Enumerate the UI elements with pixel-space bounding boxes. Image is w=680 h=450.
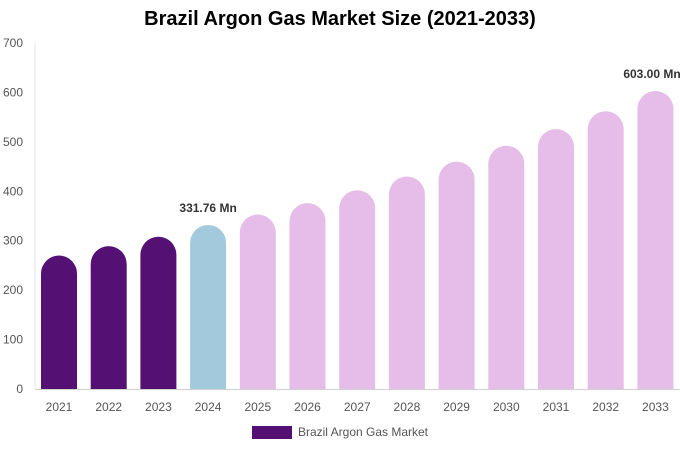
x-axis: 2021 2022 2023 2024 2025 2026 2027 2028 2029 2030… <box>35 389 680 414</box>
legend-swatch <box>251 425 292 439</box>
y-tick-label: 400 <box>3 184 23 198</box>
chart-title: Brazil Argon Gas Market Size (2021-2033) <box>144 8 536 30</box>
bar-2032[interactable] <box>587 111 624 389</box>
x-tick-label: 2031 <box>543 400 570 414</box>
bar-2031[interactable] <box>538 129 574 389</box>
y-tick-label: 300 <box>3 234 23 248</box>
y-tick-label: 100 <box>3 333 23 347</box>
x-tick-label: 2022 <box>95 400 122 414</box>
y-tick-label: 500 <box>3 135 23 149</box>
bar-2023[interactable] <box>140 236 177 389</box>
y-tick-label: 600 <box>3 85 23 99</box>
y-tick-label: 0 <box>16 382 23 396</box>
x-tick-label: 2026 <box>294 400 321 414</box>
x-tick-label: 2021 <box>46 400 73 414</box>
x-tick-label: 2028 <box>394 400 421 414</box>
x-tick-label: 2023 <box>145 400 172 414</box>
legend-label: Brazil Argon Gas Market <box>297 425 429 439</box>
bars <box>41 90 674 390</box>
data-label: 603.00 Mn <box>623 67 680 81</box>
legend[interactable]: Brazil Argon Gas Market <box>0 425 680 439</box>
y-tick-label: 700 <box>3 36 23 50</box>
x-tick-label: 2032 <box>592 400 619 414</box>
x-tick-label: 2030 <box>493 400 520 414</box>
x-tick-label: 2029 <box>443 400 470 414</box>
x-tick-label: 2027 <box>344 400 371 414</box>
data-labels: 331.76 Mn 603.00 Mn <box>179 67 680 215</box>
bar-2027[interactable] <box>339 190 376 389</box>
bar-2029[interactable] <box>438 161 475 389</box>
bar-2021[interactable] <box>41 255 77 389</box>
x-tick-label: 2033 <box>642 400 669 414</box>
bar-2033[interactable] <box>637 90 674 390</box>
bar-2026[interactable] <box>289 203 326 389</box>
y-axis: 0 100 200 300 400 500 600 700 <box>3 36 36 396</box>
bar-2030[interactable] <box>488 145 525 389</box>
bar-2025[interactable] <box>239 214 276 389</box>
data-label: 331.76 Mn <box>179 201 236 215</box>
bar-2028[interactable] <box>388 176 425 389</box>
x-tick-label: 2024 <box>195 400 222 414</box>
x-tick-label: 2025 <box>244 400 271 414</box>
y-tick-label: 200 <box>3 283 23 297</box>
bar-2024[interactable] <box>190 225 227 389</box>
bar-2022[interactable] <box>90 246 127 389</box>
